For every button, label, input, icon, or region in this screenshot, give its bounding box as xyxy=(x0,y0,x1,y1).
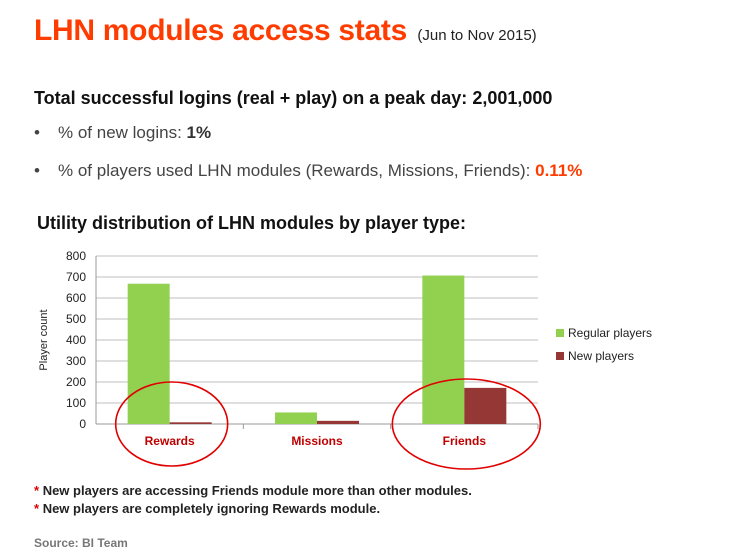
bar-friends-new-players xyxy=(464,387,507,424)
note-marker: * xyxy=(34,483,40,498)
y-tick-label: 600 xyxy=(66,291,86,305)
y-tick-label: 200 xyxy=(66,375,86,389)
bullet-label: % of new logins: xyxy=(58,123,182,142)
bar-rewards-new-players xyxy=(169,422,212,424)
y-tick-label: 0 xyxy=(79,417,86,431)
bar-rewards-regular-players xyxy=(127,283,170,424)
legend-label: New players xyxy=(568,349,634,363)
bar-friends-regular-players xyxy=(422,275,465,424)
bullet-marker: • xyxy=(34,123,40,142)
note: * New players are completely ignoring Re… xyxy=(34,501,380,516)
x-tick-label: Friends xyxy=(443,434,487,448)
bar-missions-new-players xyxy=(317,420,359,424)
x-tick-label: Missions xyxy=(291,434,343,448)
y-axis-label: Player count xyxy=(38,309,50,370)
highlight-ellipse-rewards xyxy=(114,381,229,467)
y-tick-label: 700 xyxy=(66,270,86,284)
bar-chart: 0 100 200 300 400 500 600 700 800 Player count Rew… xyxy=(38,249,652,470)
source-note: Source: BI Team xyxy=(34,536,128,550)
note: * New players are accessing Friends modu… xyxy=(34,483,472,498)
note-text: New players are accessing Friends module… xyxy=(42,483,472,498)
y-tick-label: 400 xyxy=(66,333,86,347)
y-tick-label: 800 xyxy=(66,249,86,263)
bullet-value: 1% xyxy=(186,123,212,142)
legend-swatch xyxy=(556,352,564,360)
highlight-ellipse-friends xyxy=(391,378,542,470)
x-tick-label: Rewards xyxy=(145,434,195,448)
title-period: (Jun to Nov 2015) xyxy=(417,27,537,44)
bullet-value: 0.11% xyxy=(535,161,583,180)
chart-heading: Utility distribution of LHN modules by p… xyxy=(37,213,467,233)
headline-value: 2,001,000 xyxy=(472,88,553,108)
note-marker: * xyxy=(34,501,40,516)
bullet-label: % of players used LHN modules (Rewards, … xyxy=(58,161,531,180)
bullet-new-logins: • % of new logins: 1% xyxy=(34,123,211,143)
legend-swatch xyxy=(556,329,564,337)
slide-title: LHN modules access stats (Jun to Nov 201… xyxy=(34,14,537,48)
headline: Total successful logins (real + play) on… xyxy=(34,88,552,109)
bullet-lhn-usage: • % of players used LHN modules (Rewards,… xyxy=(34,161,582,181)
bullet-marker: • xyxy=(34,161,40,180)
y-tick-label: 500 xyxy=(66,312,86,326)
headline-label: Total successful logins (real + play) on… xyxy=(34,88,468,108)
y-tick-label: 100 xyxy=(66,396,86,410)
bar-missions-regular-players xyxy=(275,412,317,424)
y-tick-label: 300 xyxy=(66,354,86,368)
title-text: LHN modules access stats xyxy=(34,14,407,47)
legend-label: Regular players xyxy=(568,326,652,340)
note-text: New players are completely ignoring Rewa… xyxy=(42,501,381,516)
